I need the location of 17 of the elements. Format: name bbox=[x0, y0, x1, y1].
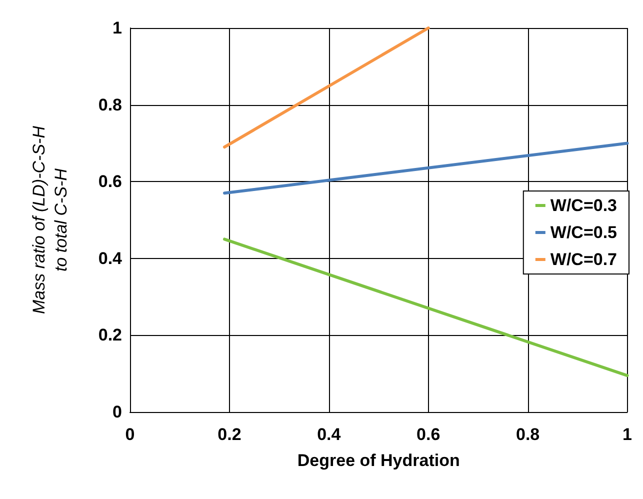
x-tick-label: 0.4 bbox=[317, 425, 342, 444]
x-tick-label: 0.8 bbox=[516, 425, 540, 444]
y-tick-label: 0.2 bbox=[98, 326, 122, 345]
y-tick-label: 1 bbox=[112, 18, 122, 38]
x-axis-title: Degree of Hydration bbox=[297, 451, 460, 470]
legend-label: W/C=0.3 bbox=[550, 196, 618, 215]
y-tick-label: 0.8 bbox=[98, 95, 122, 114]
y-axis-title: Mass ratio of (LD)-C-S-H to total C-S-H bbox=[30, 125, 70, 314]
y-tick-label: 0.4 bbox=[98, 248, 123, 268]
x-tick-label: 0.2 bbox=[218, 425, 242, 444]
y-tick-label: 0.6 bbox=[98, 172, 122, 192]
y-tick-label: 0 bbox=[112, 402, 122, 422]
legend-label: W/C=0.7 bbox=[550, 250, 618, 269]
x-tick-label: 0.6 bbox=[416, 425, 440, 444]
x-tick-label: 0 bbox=[125, 425, 135, 444]
legend-label: W/C=0.5 bbox=[550, 223, 618, 242]
x-tick-label: 1 bbox=[622, 425, 632, 444]
